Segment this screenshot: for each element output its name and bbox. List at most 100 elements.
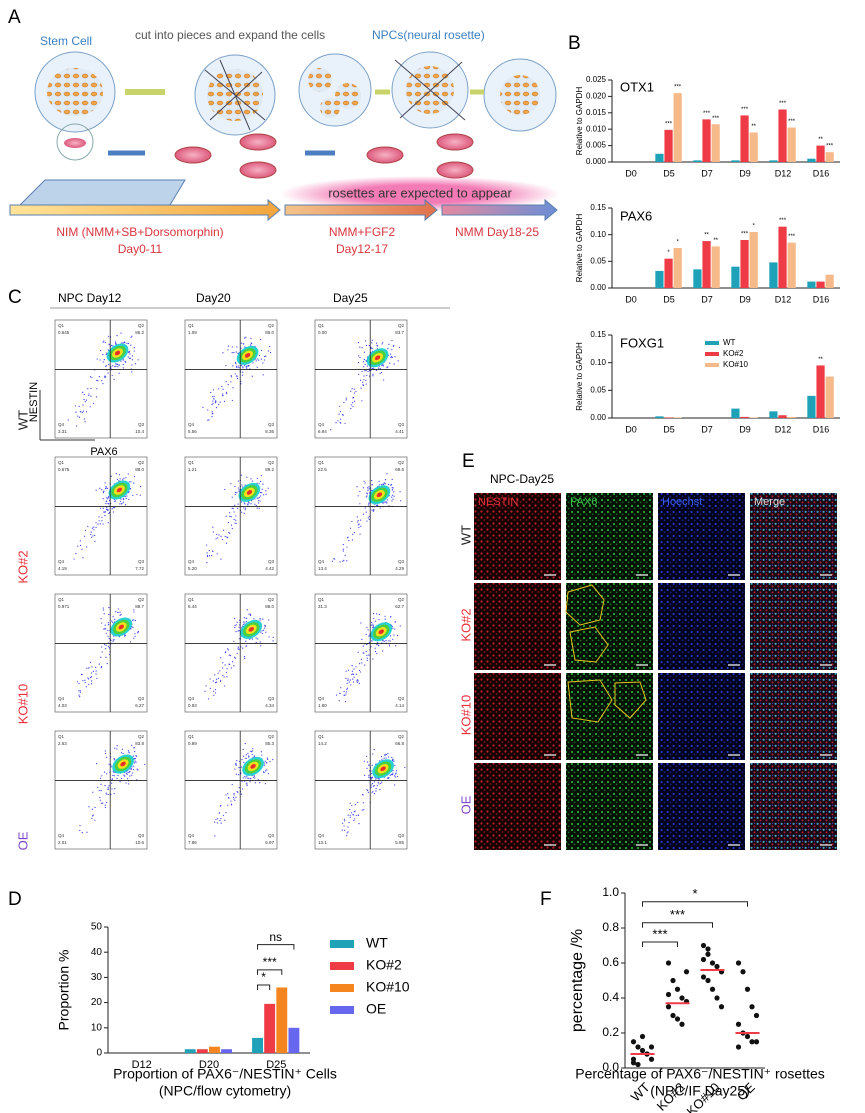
significance: *** [826, 144, 834, 150]
event-dot [112, 365, 114, 367]
event-dot [139, 494, 141, 496]
event-dot [234, 657, 236, 659]
event-dot [238, 766, 240, 769]
row-label: WT [458, 525, 473, 545]
event-dot [212, 531, 214, 533]
event-dot [105, 485, 107, 488]
event-dot [212, 680, 214, 682]
event-dot [104, 482, 106, 484]
event-dot [360, 525, 362, 527]
event-dot [388, 756, 390, 758]
event-dot [246, 476, 248, 478]
event-dot [372, 627, 374, 629]
significance: * [752, 224, 755, 230]
event-dot [353, 668, 355, 670]
event-dot [123, 342, 125, 344]
event-dot [383, 757, 385, 759]
event-dot [341, 829, 343, 831]
event-dot [343, 401, 345, 404]
rosette-outline [614, 681, 647, 719]
event-dot [225, 515, 227, 517]
event-dot [346, 546, 348, 548]
event-dot [365, 359, 367, 362]
event-dot [380, 756, 383, 758]
event-dot [96, 379, 98, 382]
event-dot [391, 478, 393, 481]
event-dot [379, 367, 381, 370]
event-dot [372, 373, 374, 375]
significance: *** [741, 107, 749, 113]
event-dot [244, 743, 246, 745]
event-dot [221, 385, 223, 388]
legend-label: KO#2 [366, 957, 402, 973]
event-dot [343, 818, 345, 820]
event-dot [339, 561, 341, 563]
event-dot [98, 789, 100, 792]
event-dot [366, 657, 368, 659]
event-dot [363, 774, 366, 776]
event-dot [241, 511, 243, 513]
event-dot [79, 540, 81, 542]
event-dot [126, 778, 129, 780]
x-tick-label: D12 [775, 168, 792, 178]
event-dot [236, 376, 238, 378]
event-dot [361, 809, 363, 811]
event-dot [347, 814, 349, 816]
event-dot [111, 788, 113, 790]
x-tick-label: D0 [625, 424, 637, 434]
event-dot [125, 497, 127, 500]
x-tick-label: WT [628, 1080, 653, 1105]
event-dot [105, 632, 107, 634]
event-dot [355, 814, 357, 817]
event-dot [258, 482, 260, 485]
quadrant-name: Q4 [318, 833, 325, 838]
quadrant-name: Q4 [318, 696, 325, 701]
event-dot [264, 783, 267, 785]
event-dot [347, 678, 349, 680]
event-dot [235, 762, 237, 764]
quadrant-value: 7.86 [188, 840, 197, 845]
event-dot [230, 376, 233, 378]
event-dot [230, 667, 232, 669]
event-dot [246, 367, 248, 369]
event-dot [114, 366, 116, 368]
quadrant-name: Q4 [188, 422, 195, 427]
rosette-outline [567, 679, 613, 723]
event-dot [340, 422, 342, 424]
bar [816, 365, 825, 418]
event-dot [378, 484, 380, 486]
bar [184, 1049, 196, 1053]
event-dot [240, 347, 242, 349]
event-dot [250, 337, 252, 340]
event-dot [222, 529, 225, 531]
chart-title: PAX6 [620, 208, 652, 223]
event-dot [120, 613, 122, 616]
event-dot [376, 643, 378, 646]
event-dot [215, 682, 217, 684]
event-dot [96, 358, 98, 360]
event-dot [236, 621, 238, 623]
event-dot [106, 497, 108, 499]
event-dot [256, 366, 258, 368]
micrograph [658, 583, 745, 670]
event-dot [106, 662, 108, 665]
event-dot [136, 768, 138, 770]
quadrant-value: 4.03 [58, 703, 67, 708]
event-dot [102, 507, 104, 509]
significance: *** [665, 121, 673, 127]
event-dot [214, 835, 216, 837]
event-dot [359, 379, 362, 381]
event-dot [237, 480, 240, 482]
event-dot [107, 508, 109, 510]
quadrant-value: 14.2 [318, 741, 327, 746]
plot-frame [314, 319, 408, 439]
event-dot [248, 756, 250, 758]
event-dot [107, 645, 109, 647]
event-dot [266, 769, 268, 771]
event-dot [122, 497, 125, 500]
micrograph [750, 673, 837, 760]
x-tick-label: D5 [663, 424, 675, 434]
label: rosettes are expected to appear [328, 185, 512, 200]
event-dot [382, 650, 384, 652]
